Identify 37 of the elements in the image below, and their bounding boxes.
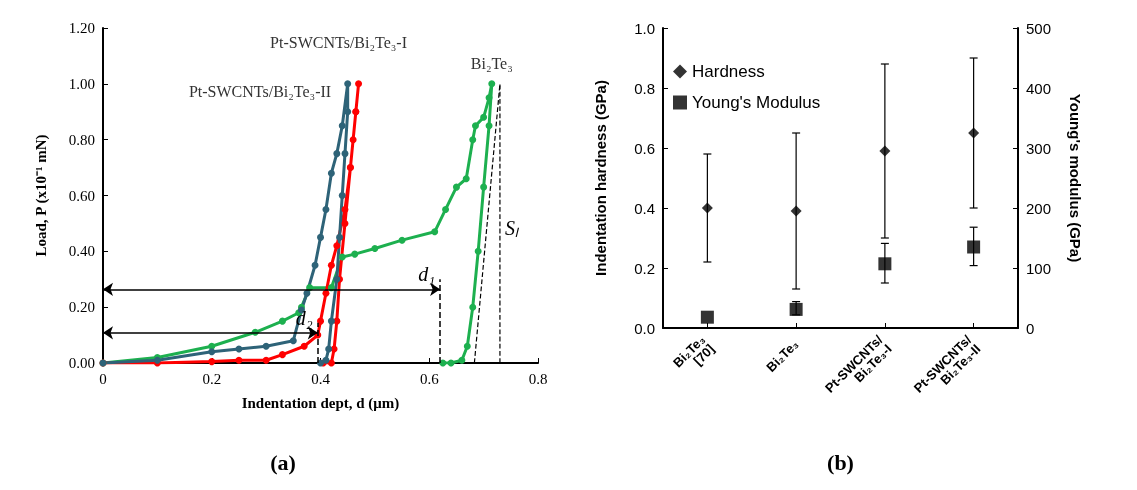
y-tick-label: 0.2 <box>634 259 655 277</box>
y2-tick-label: 400 <box>1026 79 1052 97</box>
annotation: Sₗ <box>505 217 520 239</box>
y-tick-label: 1.00 <box>68 75 95 92</box>
x-tick-label: 0 <box>99 370 107 387</box>
x-axis-title: Indentation dept, d (μm) <box>241 394 400 412</box>
text: (b) <box>827 449 854 475</box>
series-label: Pt-SWCNTs/Bi₂Te₃-II <box>188 83 332 101</box>
y2-tick-label: 500 <box>1026 19 1052 37</box>
x-tick-label: 0.8 <box>528 370 548 387</box>
x-tick-label: 0.2 <box>202 370 222 387</box>
y2-tick-label: 100 <box>1026 259 1052 277</box>
y-tick-label: 0.20 <box>68 299 95 316</box>
y-tick-label: 0.0 <box>634 319 655 337</box>
x-tick-label: 0.4 <box>311 370 331 387</box>
y-axis-title: Load, P (x10⁻¹ mN) <box>32 134 50 257</box>
y-tick-label: 0.80 <box>68 131 95 148</box>
y2-tick-label: 0 <box>1026 319 1035 337</box>
y-tick-label: 0.60 <box>68 187 95 204</box>
y2-axis-title: Young's modulus (GPa) <box>1067 93 1084 263</box>
legend-label: Young's Modulus <box>692 93 821 112</box>
series-label: Bi₂Te₃ <box>470 54 513 72</box>
y-axis-title: Indentation hardness (GPa) <box>592 80 609 276</box>
y-tick-label: 1.0 <box>634 19 655 37</box>
legend-label: Hardness <box>692 62 765 81</box>
y2-tick-label: 300 <box>1026 139 1052 157</box>
y-tick-label: 0.40 <box>68 243 95 260</box>
y2-tick-label: 200 <box>1026 199 1052 217</box>
y-tick-label: 1.20 <box>68 20 95 36</box>
y-tick-label: 0.4 <box>634 199 655 217</box>
text: Pt-SWCNTs/Bi₂Te₃-I <box>270 33 408 51</box>
x-tick-label: 0.6 <box>419 370 440 387</box>
text: (a) <box>270 449 296 475</box>
y-tick-label: 0.00 <box>68 355 95 371</box>
y-tick-label: 0.6 <box>634 139 655 157</box>
y-tick-label: 0.8 <box>634 79 655 97</box>
ref-line-label: d₁ <box>418 263 436 286</box>
